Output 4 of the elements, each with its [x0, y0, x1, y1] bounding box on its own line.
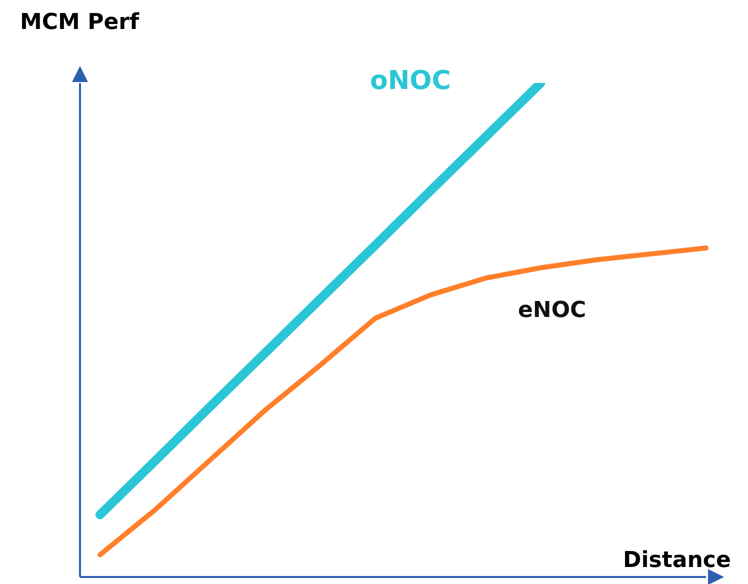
series-label: eNOC — [518, 298, 586, 323]
y-axis-title: MCM Perf — [20, 10, 140, 35]
x-axis-title: Distance — [623, 548, 731, 573]
text: oNOC — [370, 66, 451, 96]
